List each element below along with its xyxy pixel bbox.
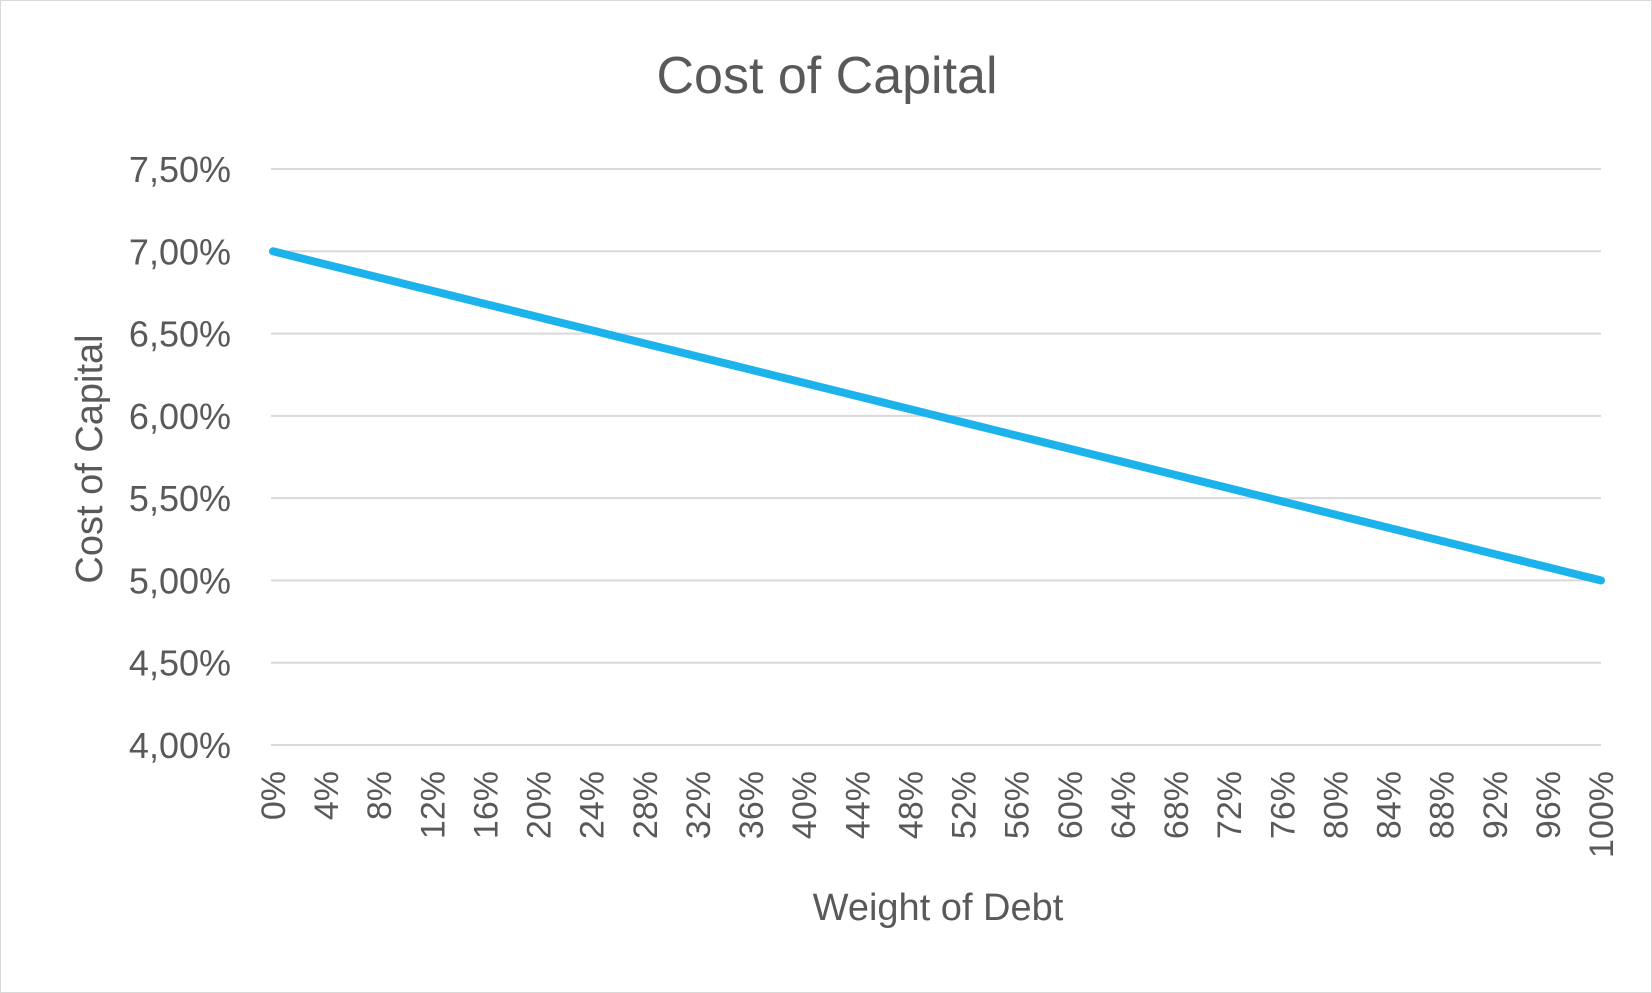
x-tick-label: 16% (467, 771, 505, 839)
x-tick-label: 60% (1052, 771, 1090, 839)
x-tick-label: 92% (1477, 771, 1515, 839)
y-tick-label: 7,00% (129, 231, 231, 272)
y-tick-label: 5,50% (129, 478, 231, 519)
x-tick-label: 20% (521, 771, 559, 839)
y-tick-label: 7,50% (129, 149, 231, 190)
x-tick-label: 36% (733, 771, 771, 839)
x-tick-label: 48% (892, 771, 930, 839)
x-tick-label: 28% (627, 771, 665, 839)
x-tick-label: 76% (1264, 771, 1302, 839)
x-tick-label: 32% (680, 771, 718, 839)
x-tick-label: 4% (308, 771, 346, 820)
x-tick-label: 88% (1424, 771, 1462, 839)
x-tick-label: 24% (574, 771, 612, 839)
y-tick-label: 4,50% (129, 643, 231, 684)
x-tick-label: 100% (1583, 771, 1621, 858)
x-tick-label: 52% (946, 771, 984, 839)
x-tick-label: 72% (1211, 771, 1249, 839)
x-axis-ticks: 0% 4% 8% 12% 16% 20% 24% 28% 32% 36% 40% 44% 48% 52% 5… (255, 771, 1621, 858)
x-tick-label: 56% (999, 771, 1037, 839)
series-line (269, 247, 1605, 585)
y-tick-label: 5,00% (129, 560, 231, 601)
chart-title: Cost of Capital (656, 47, 997, 105)
x-tick-label: 8% (361, 771, 399, 820)
y-axis-label: Cost of Capital (69, 334, 111, 583)
x-tick-label: 84% (1371, 771, 1409, 839)
y-tick-label: 6,50% (129, 314, 231, 355)
x-tick-label: 68% (1158, 771, 1196, 839)
x-tick-label: 0% (255, 771, 293, 820)
x-tick-label: 96% (1530, 771, 1568, 839)
x-tick-label: 44% (839, 771, 877, 839)
series-layer (269, 247, 1605, 585)
y-axis-ticks: 4,00% 4,50% 5,00% 5,50% 6,00% 6,50% 7,00% 7,50% (129, 149, 231, 766)
gridlines (271, 168, 1601, 746)
x-tick-label: 12% (414, 771, 452, 839)
x-tick-label: 40% (786, 771, 824, 839)
x-tick-label: 64% (1105, 771, 1143, 839)
y-tick-label: 4,00% (129, 725, 231, 766)
x-tick-label: 80% (1317, 771, 1355, 839)
x-axis-label: Weight of Debt (813, 887, 1064, 929)
y-tick-label: 6,00% (129, 396, 231, 437)
